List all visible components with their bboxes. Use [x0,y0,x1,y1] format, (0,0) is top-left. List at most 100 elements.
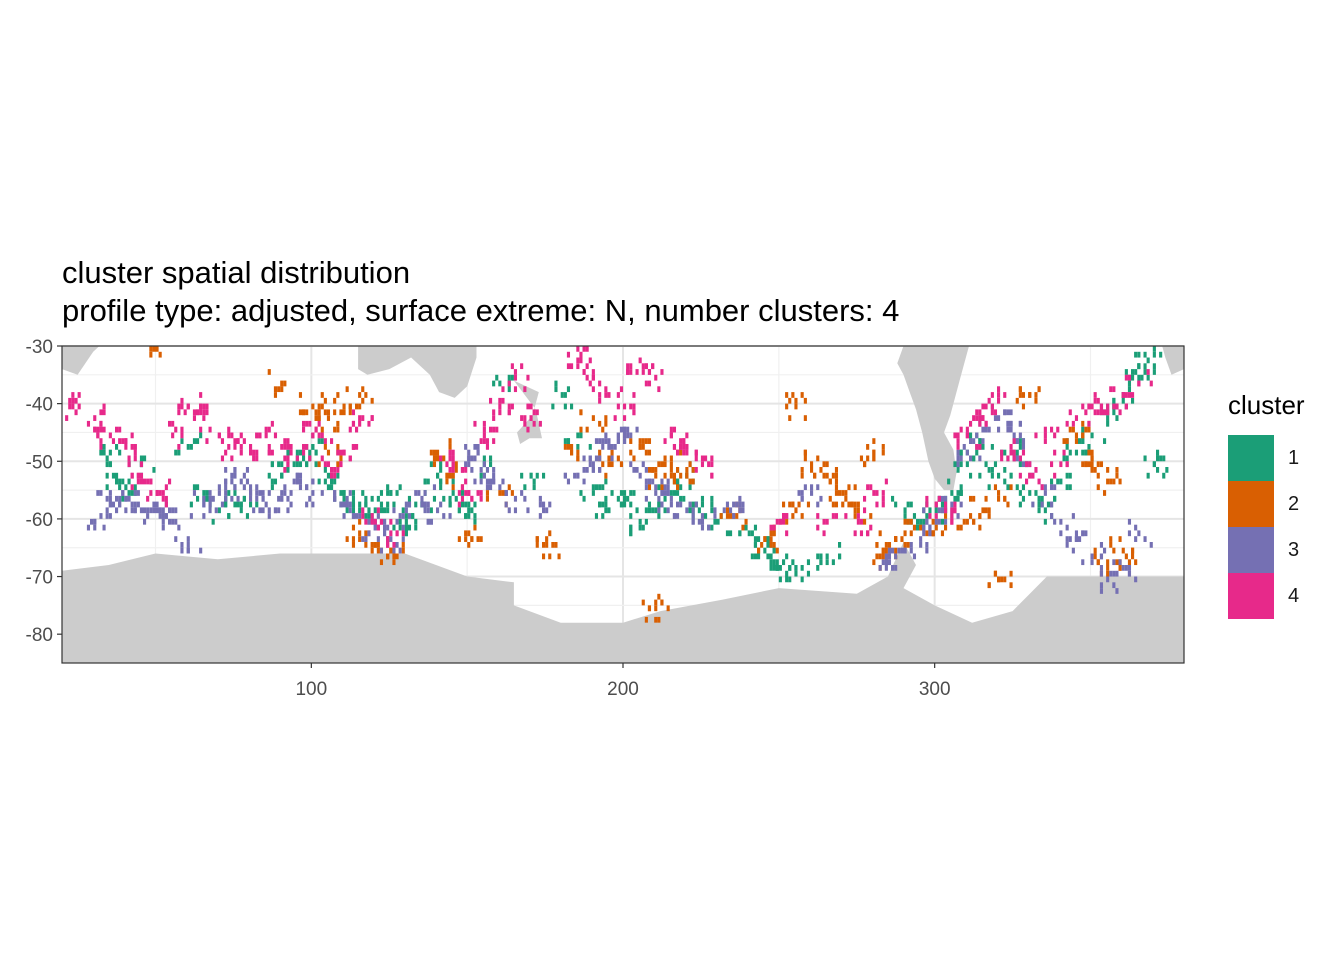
cluster-4-cell [822,518,826,525]
cluster-3-cell [713,507,717,514]
cluster-1-cell [311,444,315,450]
cluster-1-cell [682,495,686,502]
cluster-3-cell [647,478,652,485]
cluster-1-cell [1143,455,1147,462]
cluster-4-cell [133,449,137,456]
cluster-2-cell [644,438,648,444]
cluster-1-cell [364,495,368,502]
cluster-4-cell [230,432,234,439]
cluster-4-cell [598,397,602,404]
cluster-2-cell [993,570,998,577]
cluster-2-cell [691,467,695,473]
cluster-2-cell [735,513,739,519]
cluster-3-cell [669,501,673,508]
cluster-3-cell [1021,461,1026,468]
cluster-4-cell [482,426,486,433]
cluster-4-cell [859,518,864,525]
cluster-4-cell [311,432,315,439]
cluster-1-cell [367,513,371,519]
cluster-3-cell [355,513,359,519]
cluster-1-cell [1115,415,1119,421]
cluster-4-cell [672,444,677,450]
cluster-1-cell [1152,363,1156,370]
cluster-2-cell [464,530,468,537]
cluster-3-cell [944,518,948,525]
cluster-4-cell [981,403,985,410]
cluster-3-cell [376,513,380,519]
cluster-4-cell [77,403,81,410]
cluster-3-cell [476,449,480,456]
cluster-3-cell [694,501,698,508]
cluster-1-cell [286,449,290,456]
cluster-3-cell [485,478,490,485]
cluster-4-cell [1059,461,1063,468]
cluster-1-cell [1146,374,1150,381]
cluster-1-cell [1065,444,1069,450]
cluster-3-cell [685,507,689,514]
legend-key-3 [1228,527,1274,573]
cluster-4-cell [492,415,496,421]
cluster-2-cell [1087,449,1091,456]
cluster-2-cell [342,409,346,416]
cluster-3-cell [280,495,284,502]
cluster-1-cell [1056,478,1060,485]
cluster-4-cell [769,524,773,531]
cluster-2-cell [485,495,490,502]
cluster-1-cell [180,438,184,444]
cluster-1-cell [535,472,539,479]
cluster-1-cell [638,518,642,525]
cluster-1-cell [1065,484,1069,491]
cluster-1-cell [1131,397,1135,404]
cluster-2-cell [395,553,399,560]
cluster-2-cell [909,518,913,525]
cluster-2-cell [389,547,393,554]
cluster-2-cell [1000,576,1004,583]
cluster-4-cell [651,363,655,370]
cluster-2-cell [314,415,318,421]
cluster-4-cell [510,403,514,410]
cluster-4-cell [1087,420,1091,427]
cluster-4-cell [155,490,159,496]
cluster-3-cell [738,495,742,502]
cluster-1-cell [1018,490,1022,496]
cluster-3-cell [504,490,508,496]
cluster-1-cell [1046,501,1051,508]
cluster-1-cell [987,484,991,491]
cluster-2-cell [364,542,368,548]
cluster-1-cell [386,484,390,491]
cluster-1-cell [691,501,695,508]
cluster-2-cell [791,513,795,519]
cluster-4-cell [192,415,197,421]
cluster-3-cell [1134,524,1138,531]
cluster-4-cell [535,409,539,416]
cluster-4-cell [479,438,483,444]
cluster-2-cell [769,542,773,548]
cluster-2-cell [442,455,446,462]
cluster-1-cell [753,553,758,560]
cluster-3-cell [277,507,281,514]
cluster-1-cell [956,467,960,473]
cluster-3-cell [489,478,493,485]
cluster-1-cell [233,490,237,496]
cluster-4-cell [1043,426,1047,433]
cluster-2-cell [638,438,642,444]
cluster-1-cell [710,507,714,514]
cluster-2-cell [1003,576,1007,583]
cluster-4-cell [1025,461,1029,468]
cluster-1-cell [267,472,271,479]
cluster-4-cell [925,501,929,508]
cluster-2-cell [828,495,832,502]
cluster-4-cell [489,426,493,433]
cluster-2-cell [803,455,807,462]
cluster-2-cell [669,472,673,479]
cluster-1-cell [576,444,580,450]
cluster-4-cell [320,432,324,439]
cluster-4-cell [831,513,835,519]
cluster-2-cell [1090,467,1094,473]
cluster-3-cell [657,495,661,502]
cluster-4-cell [339,449,343,456]
cluster-3-cell [629,461,633,468]
cluster-4-cell [158,490,162,496]
cluster-3-cell [660,490,664,496]
cluster-2-cell [972,495,976,502]
